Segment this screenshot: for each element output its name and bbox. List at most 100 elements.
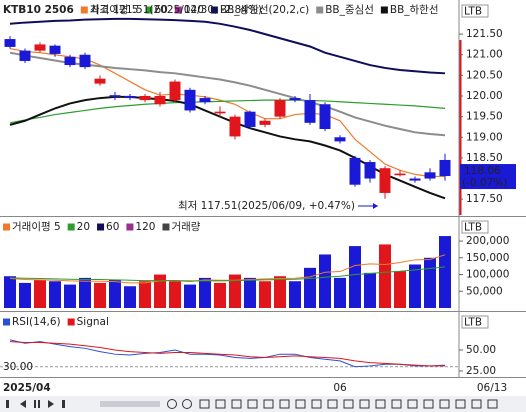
btn-tool[interactable] — [199, 399, 210, 409]
candle-body — [4, 39, 16, 47]
candle-body — [304, 100, 316, 123]
panel-tag: LTB — [464, 317, 482, 329]
volume-bar — [49, 281, 61, 308]
btn-tool[interactable] — [375, 399, 386, 409]
btn-tool[interactable] — [487, 399, 498, 409]
btn-pause[interactable] — [38, 400, 40, 408]
legend-swatch — [3, 223, 10, 231]
btn-tool[interactable] — [247, 399, 258, 409]
panel-tag-box — [461, 315, 489, 329]
volume-bar — [244, 277, 256, 308]
legend-label: 가격이평 5 — [90, 3, 139, 16]
series-line — [9, 17, 446, 75]
legend-label: BB_상한선(20,2,c) — [220, 4, 309, 16]
toolbar — [0, 396, 526, 412]
level-label: 30.00 — [3, 361, 33, 373]
candle-body — [154, 96, 166, 105]
volume-bar — [94, 282, 106, 308]
toolbar-icons[interactable] — [6, 399, 498, 409]
volume-bar — [289, 281, 301, 308]
volume-bar — [154, 274, 166, 308]
series-line — [9, 99, 446, 124]
legend-label: 60 — [154, 4, 167, 16]
btn-tool[interactable] — [439, 399, 450, 409]
btn-tool[interactable] — [311, 399, 322, 409]
volume-bar — [394, 271, 406, 308]
candle-body — [229, 116, 241, 137]
btn-tool[interactable] — [455, 399, 466, 409]
candle-body — [184, 89, 196, 111]
y-tick-label: 150,000 — [466, 252, 509, 264]
btn-tool[interactable] — [359, 399, 370, 409]
candle-body — [79, 54, 91, 68]
btn-pause[interactable] — [34, 400, 36, 408]
volume-bar — [64, 284, 76, 308]
volume-bar — [214, 282, 226, 308]
y-tick-label: 120.00 — [466, 90, 503, 102]
candle-body — [319, 104, 331, 130]
panel-tag: LTB — [464, 222, 482, 234]
btn-next[interactable] — [48, 400, 54, 408]
last-price-box — [460, 164, 516, 190]
candle-body — [349, 157, 361, 185]
candle-body — [109, 95, 121, 97]
candle-body — [19, 50, 31, 61]
candle-body — [289, 98, 301, 101]
candle-body — [244, 111, 256, 127]
volume-bar — [4, 276, 16, 308]
btn-zoom-out[interactable] — [167, 399, 177, 409]
cursor-label: 06/13 — [477, 382, 507, 394]
legend-label: 거래이평 5 — [12, 221, 61, 233]
volume-bar — [424, 257, 436, 308]
volume-bar — [34, 279, 46, 308]
annotation-arrowhead — [372, 203, 378, 209]
candle-body — [424, 172, 436, 179]
btn-first[interactable] — [6, 400, 9, 408]
btn-tool[interactable] — [471, 399, 482, 409]
volume-bar — [409, 264, 421, 308]
btn-tool[interactable] — [279, 399, 290, 409]
candle-body — [214, 111, 226, 114]
volume-bar — [19, 282, 31, 308]
legend-label: KTB10 2506 — [3, 4, 74, 16]
btn-tool[interactable] — [327, 399, 338, 409]
candle-body — [274, 100, 286, 117]
candle-body — [259, 120, 271, 125]
btn-tool[interactable] — [423, 399, 434, 409]
btn-zoom-in[interactable] — [182, 399, 192, 409]
candle-body — [34, 44, 46, 51]
btn-tool[interactable] — [343, 399, 354, 409]
btn-tool[interactable] — [263, 399, 274, 409]
y-tick-label: 50,000 — [466, 285, 503, 297]
candle-body — [364, 162, 376, 179]
panel-tag: LTB — [464, 6, 482, 18]
y-tick-label: 118.50 — [466, 152, 503, 164]
scrollbar[interactable] — [100, 401, 160, 407]
legend-label: RSI(14,6) — [12, 316, 61, 328]
volume-bar — [439, 236, 451, 308]
btn-tool[interactable] — [407, 399, 418, 409]
volume-bar — [229, 274, 241, 308]
volume-bar — [364, 272, 376, 308]
y-tick-label: 120.50 — [466, 69, 503, 81]
y-tick-label: 100,000 — [466, 269, 509, 281]
legend-swatch — [97, 223, 105, 231]
btn-tool[interactable] — [231, 399, 242, 409]
candle-body — [379, 168, 391, 193]
candle-body — [394, 173, 406, 176]
y-tick-label: 121.00 — [466, 49, 503, 61]
btn-prev[interactable] — [20, 400, 26, 408]
legend-label: 120 — [135, 221, 155, 233]
volume-bar — [349, 246, 361, 308]
candle-body — [169, 81, 181, 101]
btn-tool[interactable] — [295, 399, 306, 409]
btn-tool[interactable] — [215, 399, 226, 409]
candle-body — [199, 98, 211, 103]
y-tick-label: 119.00 — [466, 131, 503, 143]
legend-swatch — [80, 6, 88, 14]
panel-tag-box — [461, 220, 489, 234]
btn-tool[interactable] — [391, 399, 402, 409]
btn-last[interactable] — [62, 400, 65, 408]
